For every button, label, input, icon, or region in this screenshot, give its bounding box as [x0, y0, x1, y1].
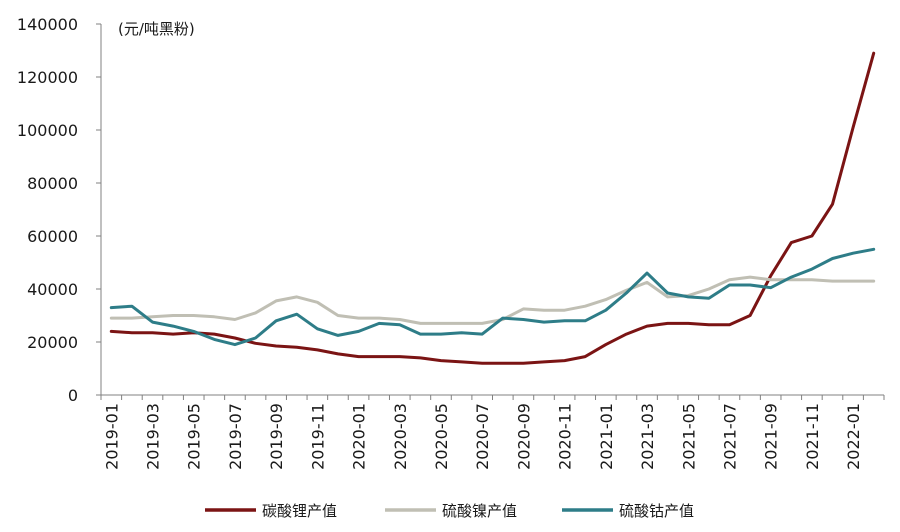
y-tick-label: 60000: [27, 227, 78, 246]
legend-label-nickel-sulfate: 硫酸镍产值: [442, 502, 517, 520]
x-axis-ticks: 2019-01 2019-03 2019-05 2019-07 2019-09 2019-…: [100, 395, 885, 470]
x-tick-label: 2020-03: [391, 403, 410, 470]
x-tick-label: 2020-09: [514, 403, 533, 470]
x-tick-label: 2019-09: [267, 403, 286, 470]
x-tick-label: 2021-07: [720, 403, 739, 470]
legend-item-nickel-sulfate: 硫酸镍产值: [385, 502, 517, 520]
series-line-1: [109, 275, 876, 325]
x-tick-label: 2021-09: [762, 403, 781, 470]
y-tick-label: 40000: [27, 280, 78, 299]
legend-label-cobalt-sulfate: 硫酸钴产值: [619, 502, 694, 520]
series-line-0: [109, 51, 876, 365]
x-tick-label: 2021-03: [638, 403, 657, 470]
y-tick-label: 20000: [27, 333, 78, 352]
x-tick-label: 2022-01: [844, 403, 863, 470]
x-tick-label: 2020-01: [350, 403, 369, 470]
series-lines: [109, 51, 876, 365]
x-tick-label: 2021-01: [597, 403, 616, 470]
legend-item-lithium-carbonate: 碳酸锂产值: [205, 502, 337, 520]
legend-item-cobalt-sulfate: 硫酸钴产值: [562, 502, 694, 520]
y-axis-ticks: 0 20000 40000 60000 80000 100000 120000 140000: [17, 15, 101, 405]
x-tick-label: 2019-05: [185, 403, 204, 470]
x-tick-label: 2021-05: [679, 403, 698, 470]
y-tick-label: 120000: [17, 68, 78, 87]
x-tick-label: 2020-05: [432, 403, 451, 470]
x-tick-label: 2019-07: [226, 403, 245, 470]
x-tick-label: 2019-03: [144, 403, 163, 470]
legend: 碳酸锂产值 硫酸镍产值 硫酸钴产值: [205, 502, 694, 520]
y-tick-label: 140000: [17, 15, 78, 34]
x-tick-label: 2019-11: [308, 403, 327, 470]
x-tick-label: 2021-11: [803, 403, 822, 470]
series-line-2: [109, 247, 876, 347]
y-tick-label: 80000: [27, 174, 78, 193]
x-tick-label: 2020-11: [556, 403, 575, 470]
y-tick-label: 100000: [17, 121, 78, 140]
axes: [100, 24, 884, 396]
y-tick-label: 0: [68, 386, 78, 405]
x-tick-label: 2019-01: [102, 403, 121, 470]
y-axis-unit-label: (元/吨黑粉): [118, 20, 195, 38]
x-tick-label: 2020-07: [473, 403, 492, 470]
legend-label-lithium-carbonate: 碳酸锂产值: [262, 502, 337, 520]
